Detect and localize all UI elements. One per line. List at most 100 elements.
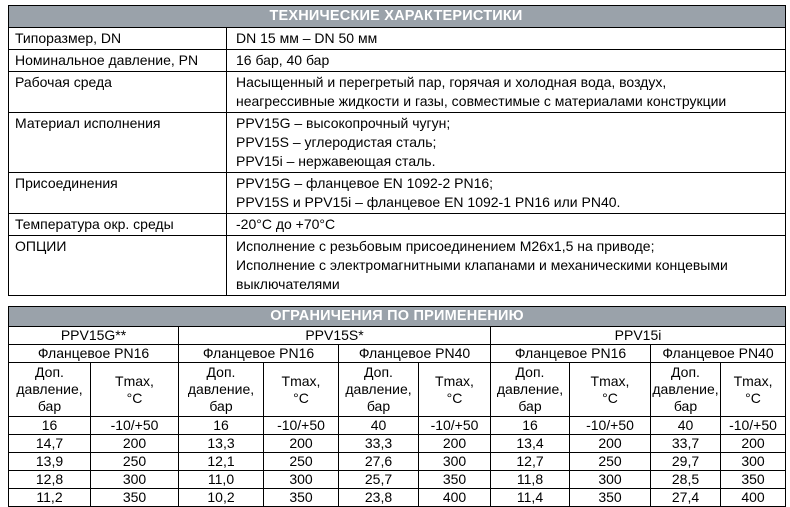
limit-value-cell: 10,2 [178,488,264,507]
model-header-ppv15s: PPV15S* [178,326,491,345]
limit-value-cell: 200 [719,434,787,453]
limit-value-cell: 16 [490,416,570,435]
limit-value-cell: 350 [418,470,491,489]
limit-value-cell: 300 [719,452,787,471]
limit-value-cell: 350 [569,488,651,507]
limit-value-cell: 11,8 [490,470,570,489]
variant-header-g-pn16: Фланцевое PN16 [8,344,179,363]
spec-label-nominal-pressure: Номинальное давление, PN [8,49,227,72]
limit-value-cell: -10/+50 [719,416,787,435]
limit-value-cell: 11,0 [178,470,264,489]
variant-header-i-pn40: Фланцевое PN40 [649,344,787,363]
limit-value-cell: 200 [90,434,179,453]
pressure-col-header: Доп. давление, бар [490,362,570,417]
spec-value-nominal-pressure: 16 бар, 40 бар [225,49,787,72]
tech-specs-table: ТЕХНИЧЕСКИЕ ХАРАКТЕРИСТИКИ Типоразмер, D… [7,5,787,296]
limit-value-cell: 40 [338,416,419,435]
model-header-ppv15g: PPV15G** [8,326,179,345]
variant-header-i-pn16: Фланцевое PN16 [490,344,651,363]
limit-value-cell: 13,3 [178,434,264,453]
spec-label-material: Материал исполнения [8,112,227,173]
column-header-row: Доп. давление, бар Tmax, °С Доп. давлени… [8,362,787,417]
limit-value-cell: 400 [418,488,491,507]
spec-row: Рабочая среда Насыщенный и перегретый па… [8,71,787,113]
pressure-col-header: Доп. давление, бар [178,362,264,417]
limit-value-cell: 12,8 [8,470,91,489]
limit-value-cell: 40 [650,416,721,435]
limit-value-cell: 12,7 [490,452,570,471]
limit-value-cell: 25,7 [338,470,419,489]
limit-value-cell: 250 [569,452,651,471]
limit-value-cell: 33,7 [650,434,721,453]
model-header-ppv15i: PPV15i [489,326,787,345]
variant-header-row: Фланцевое PN16 Фланцевое PN16 Фланцевое … [8,344,787,363]
limit-value-cell: 250 [263,452,339,471]
limit-value-cell: 200 [418,434,491,453]
spec-row: ОПЦИИ Исполнение с резьбовым присоединен… [8,235,787,296]
limits-title: ОГРАНИЧЕНИЯ ПО ПРИМЕНЕНИЮ [7,306,787,327]
limit-value-cell: 16 [178,416,264,435]
limit-value-cell: 16 [8,416,91,435]
limit-value-cell: 29,7 [650,452,721,471]
spec-label-options: ОПЦИИ [8,235,227,296]
pressure-col-header: Доп. давление, бар [338,362,419,417]
pressure-col-header: Доп. давление, бар [8,362,91,417]
limit-value-cell: -10/+50 [418,416,491,435]
limit-value-cell: 400 [719,488,787,507]
limit-value-cell: 11,2 [8,488,91,507]
spec-label-typesize: Типоразмер, DN [8,27,227,50]
limits-data-row: 14,7 200 13,3 200 33,3 200 13,4 200 33,7… [8,434,787,453]
limit-value-cell: 13,4 [490,434,570,453]
limit-value-cell: -10/+50 [90,416,179,435]
variant-header-s-pn40: Фланцевое PN40 [338,344,491,363]
tmax-col-header: Tmax, °С [263,362,339,417]
limit-value-cell: 13,9 [8,452,91,471]
spec-value-connections: PPV15G – фланцевое EN 1092-2 PN16; PPV15… [225,172,787,214]
limit-value-cell: 27,6 [338,452,419,471]
limit-value-cell: 350 [90,488,179,507]
spec-value-ambient-temp: -20°С до +70°С [225,213,787,236]
spec-label-working-medium: Рабочая среда [8,71,227,113]
spec-row: Температура окр. среды -20°С до +70°С [8,213,787,236]
limit-value-cell: 300 [418,452,491,471]
limits-data-row: 16 -10/+50 16 -10/+50 40 -10/+50 16 -10/… [8,416,787,435]
tmax-col-header: Tmax, °С [418,362,491,417]
limit-value-cell: 23,8 [338,488,419,507]
tech-specs-title: ТЕХНИЧЕСКИЕ ХАРАКТЕРИСТИКИ [7,5,787,28]
limit-value-cell: 33,3 [338,434,419,453]
limits-data-row: 11,2 350 10,2 350 23,8 400 11,4 350 27,4… [8,488,787,507]
limit-value-cell: 14,7 [8,434,91,453]
limit-value-cell: 350 [263,488,339,507]
spec-row: Присоединения PPV15G – фланцевое EN 1092… [8,172,787,214]
limits-title-row: ОГРАНИЧЕНИЯ ПО ПРИМЕНЕНИЮ [7,306,787,327]
spec-label-connections: Присоединения [8,172,227,214]
spec-row: Номинальное давление, PN 16 бар, 40 бар [8,49,787,72]
spec-row: Материал исполнения PPV15G – высокопрочн… [8,112,787,173]
tmax-col-header: Tmax, °С [719,362,787,417]
limit-value-cell: 250 [90,452,179,471]
tmax-col-header: Tmax, °С [569,362,651,417]
model-header-row: PPV15G** PPV15S* PPV15i [8,326,787,345]
tmax-col-header: Tmax, °С [90,362,179,417]
spec-value-working-medium: Насыщенный и перегретый пар, горячая и х… [225,71,787,113]
limit-value-cell: -10/+50 [263,416,339,435]
spec-label-ambient-temp: Температура окр. среды [8,213,227,236]
spec-value-material: PPV15G – высокопрочный чугун; PPV15S – у… [225,112,787,173]
tech-specs-title-row: ТЕХНИЧЕСКИЕ ХАРАКТЕРИСТИКИ [7,5,787,28]
limits-table: ОГРАНИЧЕНИЯ ПО ПРИМЕНЕНИЮ PPV15G** PPV15… [7,306,787,507]
limits-data-row: 13,9 250 12,1 250 27,6 300 12,7 250 29,7… [8,452,787,471]
limit-value-cell: 200 [569,434,651,453]
limit-value-cell: 350 [719,470,787,489]
limit-value-cell: 27,4 [650,488,721,507]
datasheet-page: ТЕХНИЧЕСКИЕ ХАРАКТЕРИСТИКИ Типоразмер, D… [7,5,787,507]
limit-value-cell: 300 [263,470,339,489]
limit-value-cell: 28,5 [650,470,721,489]
limit-value-cell: 11,4 [490,488,570,507]
limit-value-cell: 300 [90,470,179,489]
limits-data-row: 12,8 300 11,0 300 25,7 350 11,8 300 28,5… [8,470,787,489]
pressure-col-header: Доп. давление, бар [650,362,721,417]
variant-header-s-pn16: Фланцевое PN16 [178,344,339,363]
limit-value-cell: 200 [263,434,339,453]
limit-value-cell: 12,1 [178,452,264,471]
limit-value-cell: -10/+50 [569,416,651,435]
